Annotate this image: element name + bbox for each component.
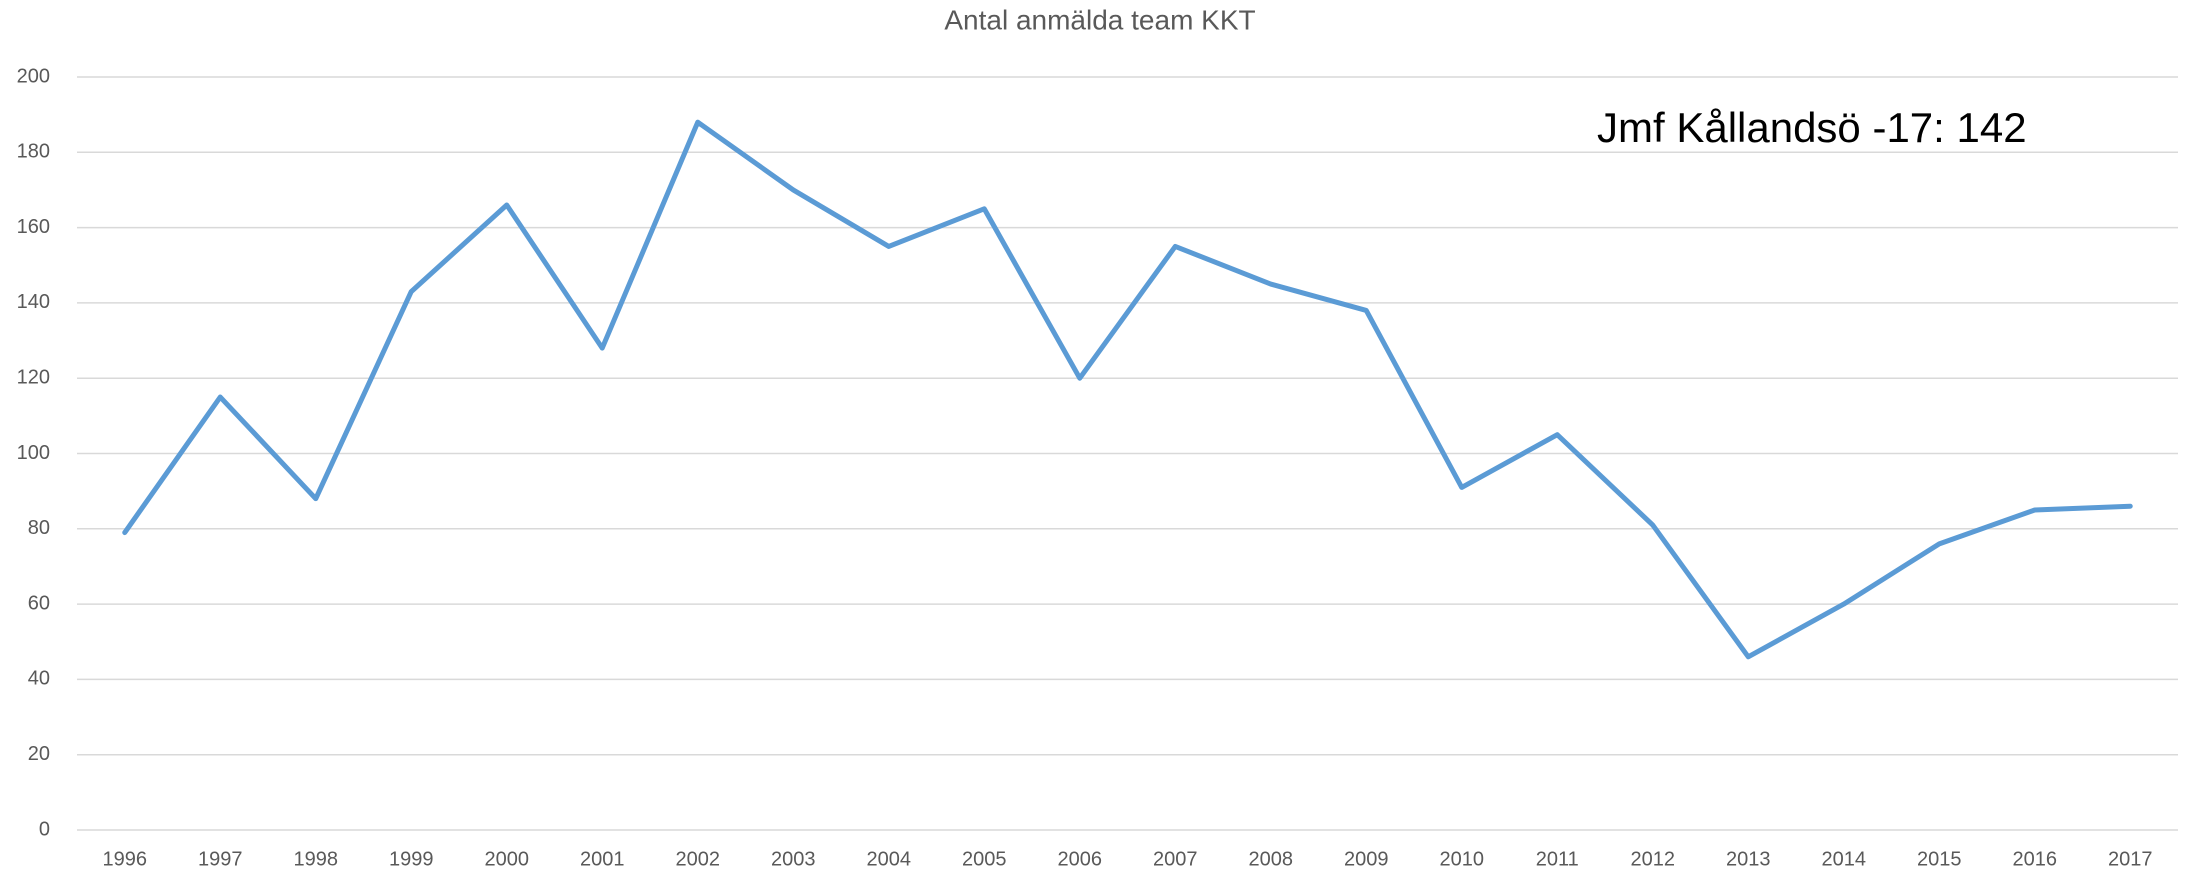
x-tick-label: 2015 [1917, 848, 1962, 870]
y-tick-label: 80 [28, 517, 50, 539]
x-tick-label: 2011 [1536, 848, 1579, 870]
y-tick-label: 200 [17, 65, 50, 87]
y-tick-label: 100 [17, 442, 50, 464]
y-tick-label: 120 [17, 366, 50, 388]
x-tick-label: 1997 [198, 848, 243, 870]
x-tick-label: 2012 [1631, 848, 1676, 870]
y-tick-label: 40 [28, 668, 50, 690]
x-tick-label: 2005 [962, 848, 1007, 870]
x-tick-label: 1999 [389, 848, 434, 870]
x-tick-label: 2003 [771, 848, 816, 870]
x-tick-label: 2010 [1440, 848, 1485, 870]
x-tick-label: 2001 [580, 848, 625, 870]
x-tick-label: 2004 [867, 848, 912, 870]
y-tick-label: 160 [17, 216, 50, 238]
x-tick-label: 2016 [2013, 848, 2058, 870]
y-tick-label: 0 [39, 818, 50, 840]
y-tick-label: 60 [28, 592, 50, 614]
y-tick-label: 140 [17, 291, 50, 313]
line-series [122, 119, 2133, 660]
x-tick-label: 2000 [485, 848, 530, 870]
x-tick-label: 2002 [676, 848, 721, 870]
x-tick-label: 1996 [103, 848, 148, 870]
annotation: Jmf Kållandsö -17: 142 [1597, 104, 2027, 151]
x-tick-label: 2013 [1726, 848, 1771, 870]
x-tick-label: 2008 [1249, 848, 1294, 870]
chart-title: Antal anmälda team KKT [944, 4, 1255, 35]
x-tick-label: 2007 [1153, 848, 1198, 870]
x-tick-label: 2009 [1344, 848, 1389, 870]
x-tick-label: 2014 [1822, 848, 1867, 870]
y-tick-label: 20 [28, 743, 50, 765]
x-tick-label: 2006 [1058, 848, 1103, 870]
y-tick-label: 180 [17, 141, 50, 163]
x-tick-label: 1998 [294, 848, 339, 870]
x-tick-label: 2017 [2108, 848, 2153, 870]
